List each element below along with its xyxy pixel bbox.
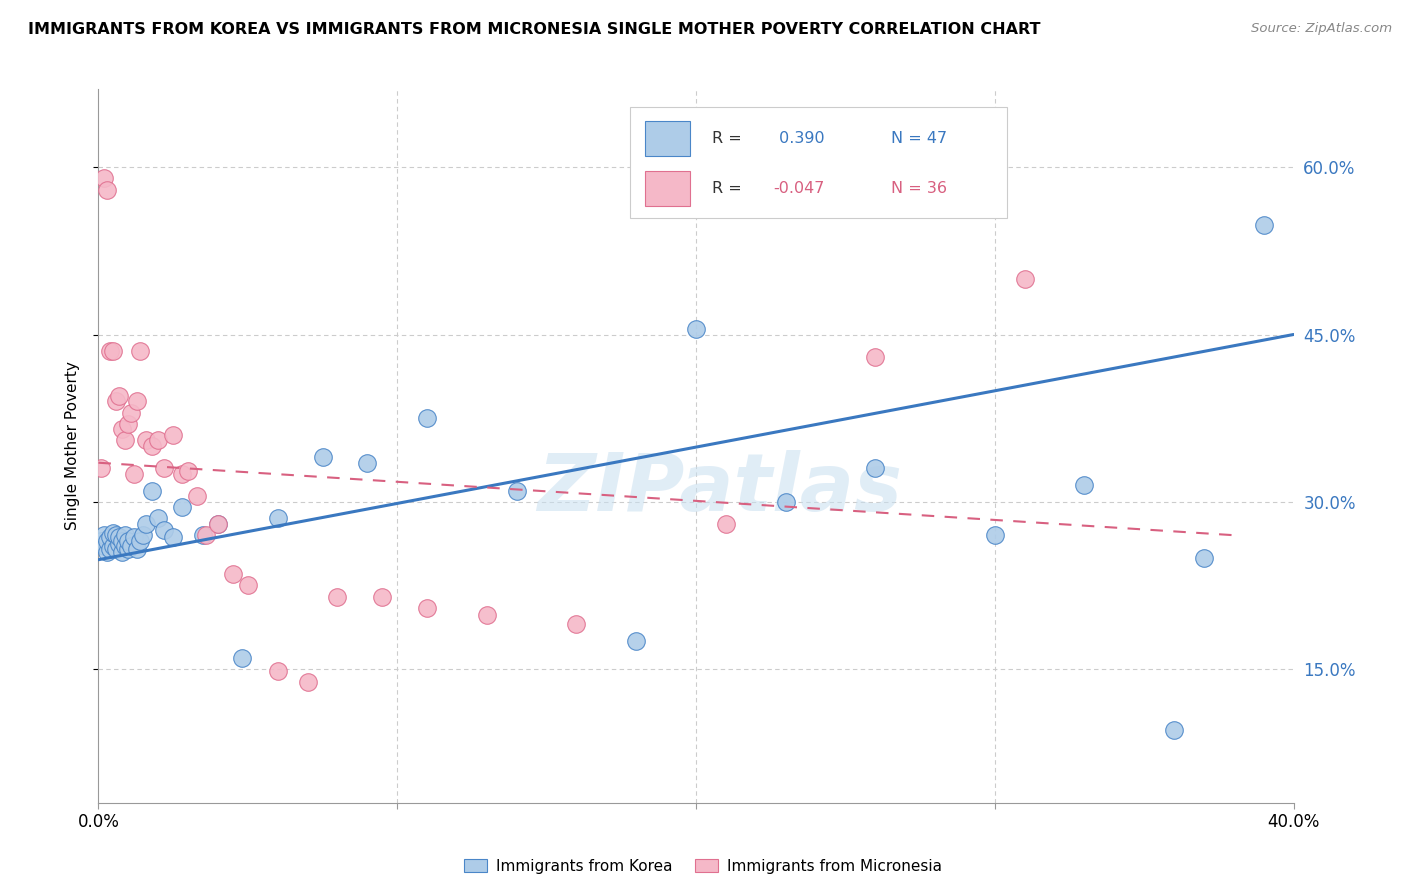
Point bbox=[96, 533, 118, 548]
Point bbox=[141, 439, 163, 453]
Point bbox=[865, 461, 887, 475]
Point bbox=[103, 539, 125, 553]
Point bbox=[108, 537, 131, 551]
Point bbox=[326, 590, 349, 604]
Point bbox=[356, 456, 378, 470]
Point bbox=[865, 350, 887, 364]
Point bbox=[416, 600, 439, 615]
Text: 0.390: 0.390 bbox=[773, 131, 824, 146]
Point bbox=[148, 511, 170, 525]
Point bbox=[120, 405, 142, 420]
Point bbox=[231, 651, 253, 665]
Point bbox=[93, 528, 115, 542]
Point bbox=[100, 530, 122, 544]
Point bbox=[93, 539, 115, 553]
Text: ZIPatlas: ZIPatlas bbox=[537, 450, 903, 528]
Point bbox=[153, 461, 176, 475]
Point bbox=[117, 533, 139, 548]
Point bbox=[416, 411, 439, 425]
Point bbox=[506, 483, 529, 498]
Text: N = 36: N = 36 bbox=[891, 181, 946, 196]
Point bbox=[129, 344, 152, 359]
Point bbox=[111, 422, 134, 436]
Point bbox=[96, 545, 118, 559]
Point bbox=[685, 322, 707, 336]
Point bbox=[775, 494, 797, 508]
Point bbox=[124, 530, 146, 544]
Point bbox=[297, 675, 319, 690]
Point bbox=[565, 617, 588, 632]
Point bbox=[114, 539, 136, 553]
Point bbox=[132, 528, 155, 542]
Point bbox=[108, 530, 131, 544]
Point bbox=[103, 525, 125, 540]
Point bbox=[148, 434, 170, 448]
Y-axis label: Single Mother Poverty: Single Mother Poverty bbox=[65, 361, 80, 531]
Point bbox=[162, 428, 184, 442]
Text: IMMIGRANTS FROM KOREA VS IMMIGRANTS FROM MICRONESIA SINGLE MOTHER POVERTY CORREL: IMMIGRANTS FROM KOREA VS IMMIGRANTS FROM… bbox=[28, 22, 1040, 37]
Point bbox=[124, 467, 146, 481]
Point bbox=[191, 528, 214, 542]
Point bbox=[311, 450, 333, 464]
Text: -0.047: -0.047 bbox=[773, 181, 825, 196]
Point bbox=[117, 541, 139, 556]
Point bbox=[93, 171, 115, 186]
Text: N = 47: N = 47 bbox=[891, 131, 946, 146]
Point bbox=[90, 533, 112, 548]
Point bbox=[222, 567, 245, 582]
Point bbox=[1014, 271, 1036, 285]
Point bbox=[108, 389, 131, 403]
Point bbox=[111, 545, 134, 559]
Point bbox=[267, 511, 290, 525]
Point bbox=[626, 634, 648, 648]
Point bbox=[371, 590, 394, 604]
Point bbox=[207, 516, 229, 531]
Point bbox=[207, 516, 229, 531]
Text: Source: ZipAtlas.com: Source: ZipAtlas.com bbox=[1251, 22, 1392, 36]
Point bbox=[100, 541, 122, 556]
Point bbox=[114, 528, 136, 542]
Point bbox=[127, 541, 149, 556]
Point bbox=[96, 183, 118, 197]
Point bbox=[172, 500, 194, 515]
Point bbox=[105, 394, 128, 409]
Point bbox=[195, 528, 218, 542]
Point bbox=[162, 530, 184, 544]
Point bbox=[1253, 218, 1275, 232]
Point bbox=[172, 467, 194, 481]
Point bbox=[127, 394, 149, 409]
Point bbox=[120, 539, 142, 553]
Point bbox=[153, 523, 176, 537]
Point bbox=[141, 483, 163, 498]
Point bbox=[103, 344, 125, 359]
Point bbox=[186, 489, 208, 503]
Point bbox=[135, 434, 157, 448]
FancyBboxPatch shape bbox=[630, 107, 1007, 218]
Point bbox=[984, 528, 1007, 542]
Bar bbox=[644, 171, 690, 205]
Point bbox=[236, 578, 259, 592]
Text: R =: R = bbox=[711, 181, 741, 196]
Point bbox=[100, 344, 122, 359]
Legend: Immigrants from Korea, Immigrants from Micronesia: Immigrants from Korea, Immigrants from M… bbox=[457, 853, 949, 880]
Point bbox=[135, 516, 157, 531]
Point bbox=[1073, 478, 1095, 492]
Point bbox=[177, 464, 200, 478]
Point bbox=[1192, 550, 1215, 565]
Bar bbox=[644, 121, 690, 155]
Point bbox=[90, 461, 112, 475]
Point bbox=[129, 533, 152, 548]
Point bbox=[117, 417, 139, 431]
Point bbox=[114, 434, 136, 448]
Point bbox=[475, 608, 498, 623]
Point bbox=[105, 528, 128, 542]
Text: R =: R = bbox=[711, 131, 741, 146]
Point bbox=[267, 664, 290, 679]
Point bbox=[105, 541, 128, 556]
Point bbox=[714, 516, 737, 531]
Point bbox=[111, 533, 134, 548]
Point bbox=[1163, 723, 1185, 738]
